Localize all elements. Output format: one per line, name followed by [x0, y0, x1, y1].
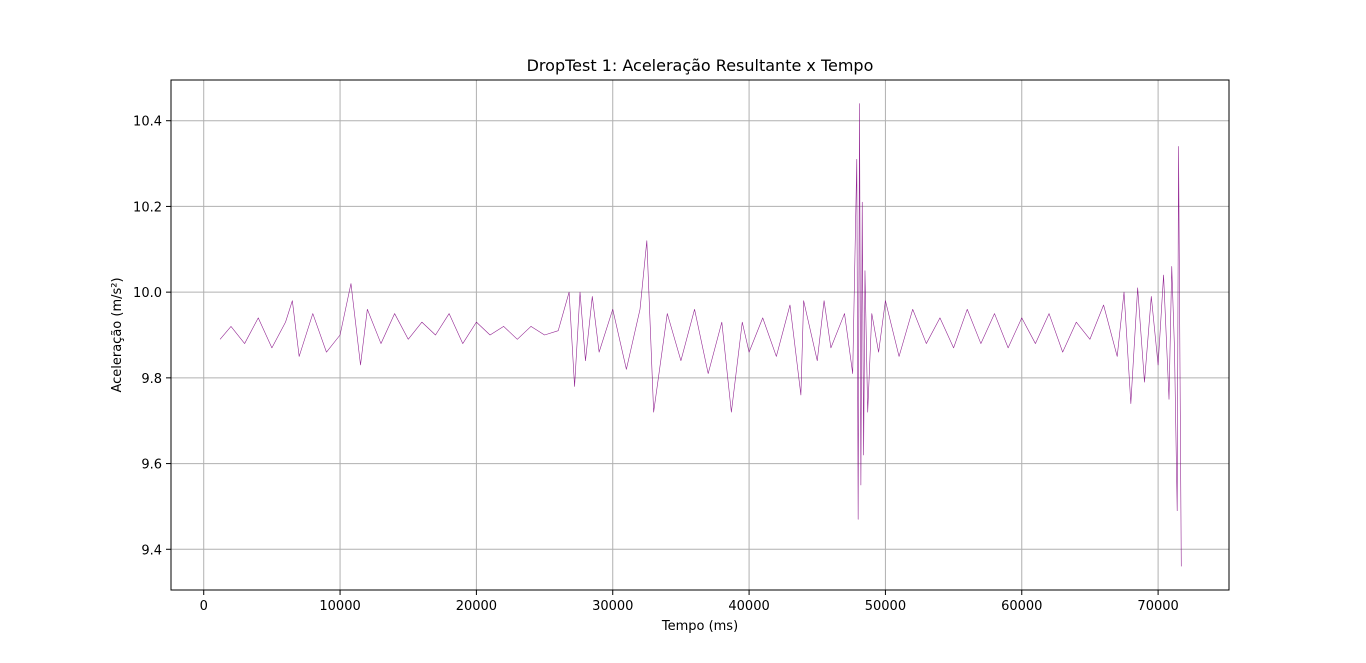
y-tick-label: 10.0	[133, 286, 162, 301]
x-tick-label: 40000	[728, 599, 769, 614]
grid	[171, 80, 1229, 590]
x-tick-label: 10000	[319, 599, 360, 614]
x-axis-label: Tempo (ms)	[661, 619, 738, 634]
y-tick-label: 9.4	[141, 543, 162, 558]
y-axis-label: Aceleração (m/s²)	[110, 277, 125, 392]
series-line	[219, 103, 1182, 567]
x-tick-label: 70000	[1137, 599, 1178, 614]
series-layer	[219, 103, 1182, 567]
x-tick-label: 50000	[865, 599, 906, 614]
chart-title: DropTest 1: Aceleração Resultante x Temp…	[527, 56, 874, 75]
plot-frame	[170, 79, 1230, 591]
y-tick-label: 9.8	[141, 372, 162, 387]
x-tick-label: 20000	[456, 599, 497, 614]
y-axis-ticks: 9.4 9.6 9.8 10.0 10.2 10.4	[133, 115, 171, 558]
x-tick-label: 60000	[1001, 599, 1042, 614]
x-axis-ticks: 0 10000 20000 30000 40000 50000 60000 70000	[200, 590, 1179, 614]
x-tick-label: 0	[200, 599, 208, 614]
y-tick-label: 10.2	[133, 200, 162, 215]
y-tick-label: 10.4	[133, 115, 162, 130]
y-tick-label: 9.6	[141, 458, 162, 473]
x-tick-label: 30000	[592, 599, 633, 614]
